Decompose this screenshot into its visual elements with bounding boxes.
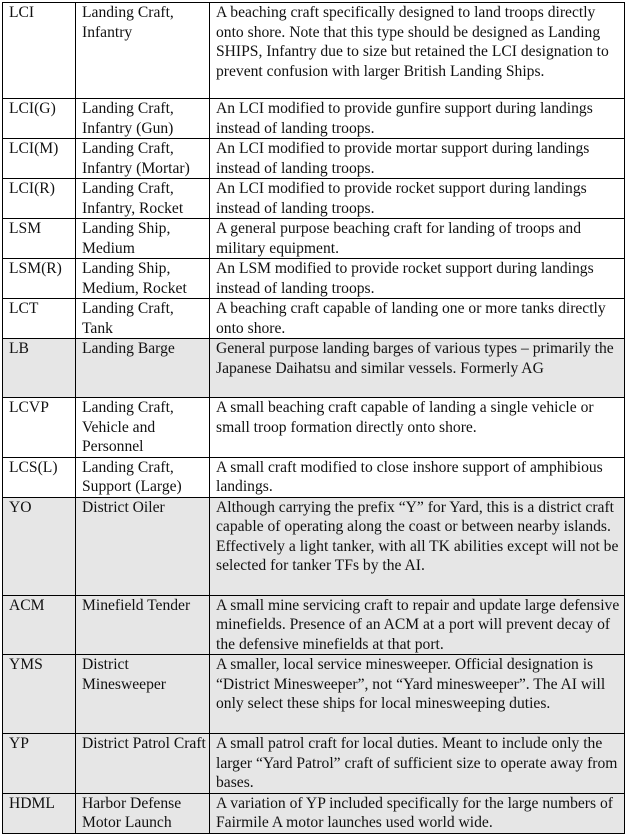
table-row: LSM Landing Ship, Medium A general purpose…: [2, 218, 625, 259]
table-row: LCT Landing Craft, Tank A beaching craft c…: [2, 298, 625, 339]
type-code-cell: LCI: [2, 2, 76, 99]
type-code-cell: HDML: [2, 792, 76, 834]
table-row: LSM(R) Landing Ship, Medium, Rocket An LSM…: [2, 258, 625, 299]
type-name-cell: Landing Craft, Infantry (Gun): [75, 98, 210, 139]
table-row: LCVP Landing Craft, Vehicle and Personnel…: [2, 397, 625, 458]
type-name-cell: District Patrol Craft: [75, 733, 210, 794]
table-row: LCI(G) Landing Craft, Infantry (Gun) An LC…: [2, 98, 625, 139]
type-code-cell: LCT: [2, 298, 76, 339]
type-code-cell: LCI(M): [2, 138, 76, 179]
type-code-cell: ACM: [2, 594, 76, 655]
type-name-cell: Landing Craft, Infantry: [75, 2, 210, 99]
description-cell: A beaching craft specifically designed t…: [209, 2, 625, 99]
type-name-cell: Landing Craft, Vehicle and Personnel: [75, 397, 210, 458]
type-code-cell: LCI(R): [2, 178, 76, 219]
type-code-cell: LB: [2, 338, 76, 398]
table-row: LCI(M) Landing Craft, Infantry (Mortar) An…: [2, 138, 625, 179]
description-cell: An LSM modified to provide rocket suppor…: [209, 258, 625, 299]
description-cell: A small beaching craft capable of landin…: [209, 397, 625, 458]
type-name-cell: District Oiler: [75, 496, 210, 596]
type-name-cell: Landing Ship, Medium, Rocket: [75, 258, 210, 299]
description-cell: Although carrying the prefix “Y” for Yar…: [209, 496, 625, 596]
type-name-cell: Landing Ship, Medium: [75, 218, 210, 259]
type-code-cell: LSM: [2, 218, 76, 259]
type-name-cell: Minefield Tender: [75, 594, 210, 655]
description-cell: A general purpose beaching craft for lan…: [209, 218, 625, 259]
type-code-cell: YP: [2, 733, 76, 794]
description-cell: An LCI modified to provide gunfire suppo…: [209, 98, 625, 139]
type-name-cell: Landing Craft, Infantry, Rocket: [75, 178, 210, 219]
description-cell: An LCI modified to provide mortar suppor…: [209, 138, 625, 179]
table-row: HDML Harbor Defense Motor Launch A variati…: [2, 792, 625, 834]
description-cell: A small craft modified to close inshore …: [209, 456, 625, 498]
type-name-cell: Harbor Defense Motor Launch: [75, 792, 210, 834]
description-cell: General purpose landing barges of variou…: [209, 338, 625, 398]
description-cell: A small patrol craft for local duties. M…: [209, 733, 625, 794]
type-code-cell: LSM(R): [2, 258, 76, 299]
type-name-cell: Landing Craft, Support (Large): [75, 456, 210, 498]
type-code-cell: YMS: [2, 654, 76, 734]
description-cell: A small mine servicing craft to repair a…: [209, 594, 625, 655]
table-row: LCI Landing Craft, Infantry A beaching cra…: [2, 2, 625, 99]
table-row: YMS District Minesweeper A smaller, local …: [2, 654, 625, 734]
description-cell: A smaller, local service minesweeper. Of…: [209, 654, 625, 734]
table-row: ACM Minefield Tender A small mine servicin…: [2, 594, 625, 655]
type-name-cell: Landing Craft, Tank: [75, 298, 210, 339]
type-name-cell: District Minesweeper: [75, 654, 210, 734]
table-row: LB Landing Barge General purpose landing b…: [2, 338, 625, 398]
table-row: LCS(L) Landing Craft, Support (Large) A sm…: [2, 456, 625, 498]
table-row: YP District Patrol Craft A small patrol cr…: [2, 733, 625, 794]
description-cell: A variation of YP included specifically …: [209, 792, 625, 834]
type-name-cell: Landing Barge: [75, 338, 210, 398]
type-code-cell: LCS(L): [2, 456, 76, 498]
type-name-cell: Landing Craft, Infantry (Mortar): [75, 138, 210, 179]
description-cell: An LCI modified to provide rocket suppor…: [209, 178, 625, 219]
type-code-cell: LCVP: [2, 397, 76, 458]
description-cell: A beaching craft capable of landing one …: [209, 298, 625, 339]
table-row: YO District Oiler Although carrying the pr…: [2, 496, 625, 596]
type-code-cell: LCI(G): [2, 98, 76, 139]
table-row: LCI(R) Landing Craft, Infantry, Rocket An …: [2, 178, 625, 219]
type-code-cell: YO: [2, 496, 76, 596]
